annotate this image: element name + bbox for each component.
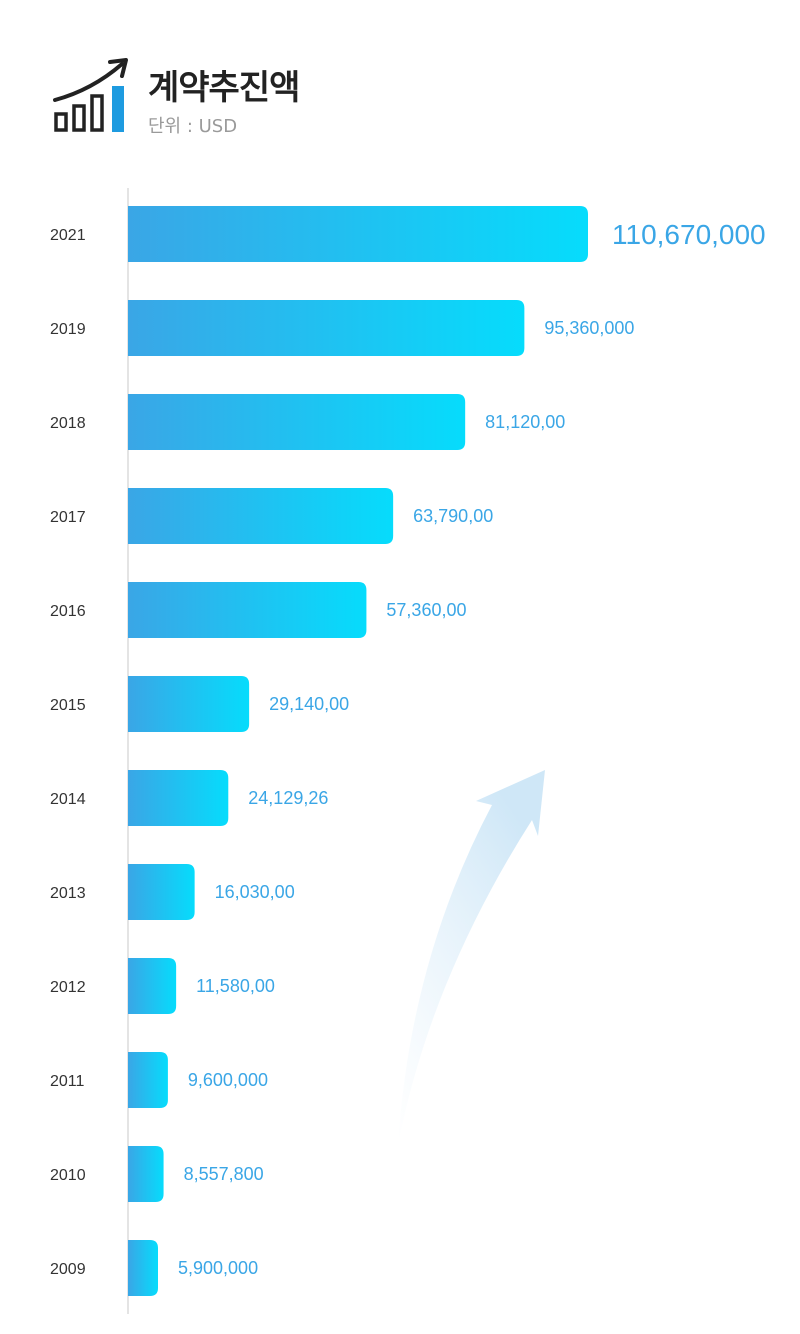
year-label: 2015 xyxy=(50,697,86,714)
value-label: 110,670,000 xyxy=(612,219,766,250)
bar-2021 xyxy=(128,206,588,262)
year-label: 2014 xyxy=(50,791,86,808)
bar-2015 xyxy=(128,676,250,732)
year-label: 2009 xyxy=(50,1261,86,1278)
year-label: 2010 xyxy=(50,1167,86,1184)
trend-arrow-icon xyxy=(398,770,545,1145)
value-label: 16,030,00 xyxy=(215,882,295,902)
bar-2012 xyxy=(128,958,177,1014)
bar-2014 xyxy=(128,770,229,826)
value-label: 24,129,26 xyxy=(248,788,328,808)
year-label: 2017 xyxy=(50,509,86,526)
bar-2009 xyxy=(128,1240,158,1296)
value-label: 63,790,00 xyxy=(413,506,493,526)
unit-label: 단위 : USD xyxy=(148,116,238,137)
page-title: 계약추진액 xyxy=(148,68,300,108)
value-label: 29,140,00 xyxy=(269,694,349,714)
value-label: 11,580,00 xyxy=(196,976,275,996)
year-label: 2013 xyxy=(50,885,86,902)
bar-2016 xyxy=(128,582,367,638)
value-label: 81,120,00 xyxy=(485,412,565,432)
bar-2013 xyxy=(128,864,195,920)
year-label: 2018 xyxy=(50,415,86,432)
value-label: 9,600,000 xyxy=(188,1070,268,1090)
year-label: 2011 xyxy=(50,1073,85,1090)
year-label: 2019 xyxy=(50,321,86,338)
year-label: 2021 xyxy=(50,227,86,244)
bar-2010 xyxy=(128,1146,164,1202)
bar-2017 xyxy=(128,488,394,544)
growth-chart-icon xyxy=(52,56,132,136)
year-label: 2012 xyxy=(50,979,86,996)
value-label: 95,360,000 xyxy=(544,318,634,338)
value-label: 8,557,800 xyxy=(184,1164,264,1184)
value-label: 5,900,000 xyxy=(178,1258,258,1278)
value-label: 57,360,00 xyxy=(386,600,466,620)
bar-2018 xyxy=(128,394,466,450)
bar-2011 xyxy=(128,1052,168,1108)
bar-2019 xyxy=(128,300,525,356)
year-label: 2016 xyxy=(50,603,86,620)
